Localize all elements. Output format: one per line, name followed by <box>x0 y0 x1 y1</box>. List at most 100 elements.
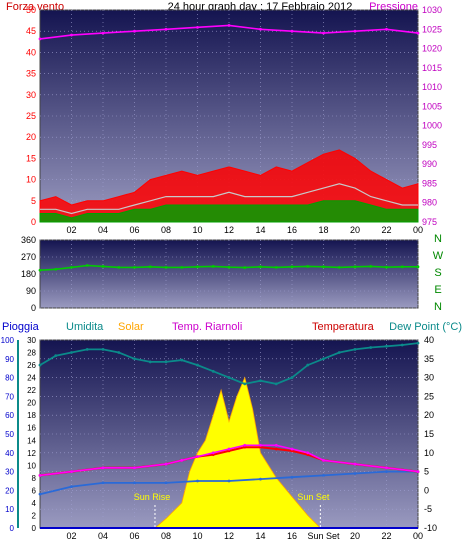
humidity-point <box>322 357 325 361</box>
wind-direction-point <box>243 266 247 269</box>
humidity-point <box>70 351 73 354</box>
temperature-label: Temperatura <box>312 321 375 333</box>
rain-label: Pioggia <box>2 321 40 333</box>
dew-point-point <box>101 481 105 485</box>
temperature-point <box>274 447 278 451</box>
wind-direction-point <box>164 265 168 269</box>
heat-index-point <box>243 443 247 447</box>
sunset-label: Sun Set <box>297 492 330 502</box>
wind-avg-area <box>39 200 419 223</box>
x-tick-label: 14 <box>255 531 265 541</box>
x-tick-label: 22 <box>381 531 391 541</box>
pressure-axis: 975 980 985 990 995 1000 1005 1010 1015 1020 1025 1… <box>422 5 442 227</box>
heat-index-point <box>38 473 42 477</box>
pressure-point <box>164 27 168 31</box>
x-tick-label: 00 <box>413 531 423 541</box>
wind-direction-point <box>85 264 89 267</box>
wind-pressure-x-axis: 02 04 06 08 10 12 14 16 18 20 22 00 <box>66 225 423 235</box>
x-tick-label: 06 <box>129 531 139 541</box>
humidity-point <box>290 376 294 379</box>
compass-label: N <box>434 233 442 245</box>
x-tick-label: 12 <box>224 225 234 235</box>
wind-direction-point <box>259 265 262 269</box>
wind-speed-tick: 20 <box>26 132 36 142</box>
pressure-point <box>196 25 199 29</box>
dew-point-point <box>38 492 42 496</box>
heat-index-point <box>133 466 136 470</box>
pressure-point <box>353 29 357 33</box>
pressure-point <box>385 27 388 31</box>
pressure-tick: 1015 <box>422 63 442 73</box>
wind-direction-series <box>38 264 420 272</box>
solar-area <box>154 376 322 529</box>
humidity-tick: 20 <box>27 399 36 408</box>
humidity-point <box>180 358 184 362</box>
humidity-point <box>85 348 89 351</box>
heat-index-point <box>164 462 168 466</box>
wind-pressure-series <box>38 24 420 223</box>
humidity-tick: 8 <box>32 474 37 483</box>
heat-index-point <box>70 470 73 473</box>
x-tick-label: Sun Set <box>307 531 340 541</box>
pressure-point <box>227 24 231 27</box>
x-tick-label: 12 <box>224 531 234 541</box>
pressure-tick: 995 <box>422 140 437 150</box>
wind-direction-point <box>180 265 184 269</box>
rain-tick: 30 <box>5 468 14 477</box>
x-tick-label: 10 <box>192 531 202 541</box>
x-tick-label: 20 <box>350 531 360 541</box>
temperature-tick: 30 <box>424 373 434 383</box>
heat-index-point <box>385 466 388 470</box>
temperature-axis: -10 -5 0 5 10 15 20 25 30 35 40 <box>424 335 437 533</box>
humidity-point <box>400 343 404 347</box>
direction-tick: 90 <box>26 286 36 296</box>
temperature-tick: 25 <box>424 391 434 401</box>
x-tick-label: 02 <box>66 531 76 541</box>
x-tick-label: 00 <box>413 225 423 235</box>
humidity-tick: 10 <box>27 461 36 470</box>
temperature-tick: 5 <box>424 467 429 477</box>
wind-direction-point <box>290 265 294 269</box>
wind-direction-point <box>148 265 152 269</box>
direction-tick: 0 <box>31 303 36 313</box>
humidity-point <box>164 360 168 364</box>
pressure-tick: 980 <box>422 198 437 208</box>
rain-tick: 0 <box>10 524 15 533</box>
x-tick-label: 08 <box>161 531 171 541</box>
wind-mix-line <box>40 183 418 215</box>
wind-speed-tick: 45 <box>26 26 36 36</box>
humidity-point <box>353 348 357 351</box>
humidity-tick: 22 <box>27 386 36 395</box>
pressure-point <box>133 29 136 33</box>
temperature-tick: -10 <box>424 523 437 533</box>
pressure-tick: 1025 <box>422 24 442 34</box>
heat-index-point <box>306 451 310 455</box>
pressure-point <box>101 31 105 35</box>
rain-tick: 80 <box>5 374 14 383</box>
dew-point-point <box>353 472 357 475</box>
wind-direction-point <box>274 265 278 269</box>
wind-direction-point <box>337 265 341 269</box>
heat-index-point <box>101 466 105 470</box>
humidity-tick: 18 <box>27 411 36 420</box>
wind-direction-point <box>101 265 105 268</box>
heat-index-point <box>290 447 294 451</box>
rain-tick: 70 <box>5 392 14 401</box>
wind-speed-tick: 10 <box>26 175 36 185</box>
direction-tick: 270 <box>21 252 36 262</box>
humidity-tick: 16 <box>27 424 36 433</box>
wind-direction-point <box>400 265 404 269</box>
dew-point-point <box>164 481 168 485</box>
heat-index-point <box>322 458 325 462</box>
wind-direction-point <box>369 265 373 268</box>
humidity-point <box>416 341 420 345</box>
compass-label: N <box>434 301 442 313</box>
x-tick-label: 02 <box>66 225 76 235</box>
humidity-point <box>369 346 373 349</box>
heat-index-point <box>353 462 357 466</box>
humidity-tick: 2 <box>32 511 37 520</box>
pressure-point <box>416 31 420 35</box>
dew-point-point <box>70 485 73 489</box>
